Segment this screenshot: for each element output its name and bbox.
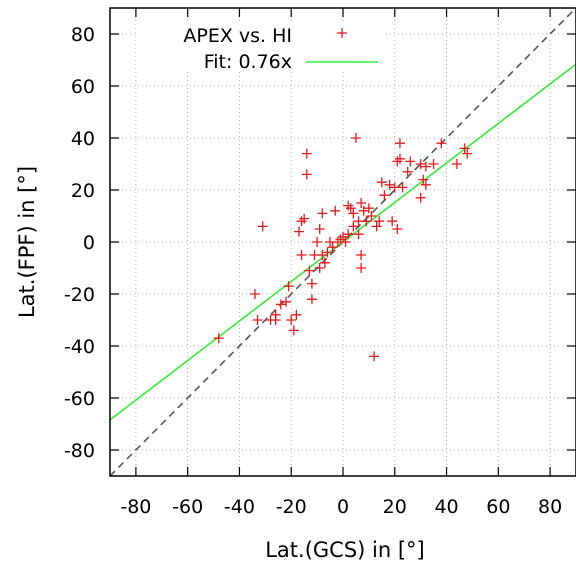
data-points [213,133,473,362]
data-point [213,333,224,344]
data-point [387,216,398,227]
data-point [317,208,328,219]
data-point [343,200,354,211]
data-point [356,198,367,208]
data-point [314,224,325,234]
y-tick-label: 20 [71,180,95,202]
data-point [462,148,473,159]
data-point [286,315,297,325]
data-point [420,179,431,190]
legend-marker-points [337,28,347,38]
data-point [392,156,403,167]
data-point [356,263,367,273]
legend-label-fit: Fit: 0.76x [204,51,292,73]
data-point [420,161,431,172]
data-point [361,216,372,227]
y-tick-label: 60 [71,76,95,98]
data-point [296,250,307,260]
y-tick-label: 0 [83,232,95,254]
data-point [392,224,403,234]
data-point [415,192,426,203]
y-tick-label: -60 [64,388,95,410]
data-point [366,211,377,221]
data-point [369,351,380,362]
legend-label-points: APEX vs. HI [183,25,292,47]
data-point [348,221,359,232]
data-point [405,156,416,167]
legend-plus-marker [337,28,347,38]
x-tick-label: -60 [172,496,203,518]
axis-ticks: -80 -60 -40 -20 0 20 40 60 80 -80 -60 -40 -20 0 20 40 60… [64,8,576,518]
data-point [415,159,426,169]
data-point [314,263,325,273]
data-point [353,229,364,240]
legend: APEX vs. HI Fit: 0.76x [136,22,386,73]
data-point [374,216,385,227]
data-point [306,278,317,289]
data-point [363,203,374,214]
x-tick-label: 20 [383,496,407,518]
data-point [338,231,348,242]
legend-background [136,22,386,72]
data-point [270,315,281,325]
x-tick-label: -80 [120,496,151,518]
data-point [299,213,310,224]
x-tick-label: -40 [224,496,255,518]
data-point [281,296,292,307]
data-point [296,216,307,227]
data-point [330,205,341,216]
data-point [252,315,263,325]
data-point [348,208,359,219]
y-tick-label: 40 [71,128,95,150]
data-point [275,299,286,310]
data-point [394,153,405,164]
data-point [312,237,323,247]
y-tick-label: 80 [71,24,95,46]
data-point [345,203,356,214]
data-point [317,250,328,260]
data-point [291,309,302,320]
data-point [436,138,447,149]
y-axis-label: Lat.(FPF) in [°] [15,166,39,318]
data-point [340,237,351,247]
data-point [335,234,346,245]
x-tick-label: 40 [434,496,458,518]
data-point [319,257,330,268]
data-point [379,190,390,201]
data-point [350,133,361,143]
data-point [306,294,317,305]
data-point [301,169,312,180]
data-point [257,221,268,232]
data-point [343,229,354,240]
y-tick-label: -20 [64,284,95,306]
x-tick-label: 0 [337,496,349,518]
y-tick-label: -40 [64,336,95,358]
x-axis-label: Lat.(GCS) in [°] [265,538,425,562]
data-point [356,250,367,260]
data-point [249,289,260,299]
data-point [301,148,312,159]
data-point [418,174,429,185]
x-tick-label: 60 [486,496,510,518]
data-point [397,182,408,193]
x-tick-label: 80 [538,496,562,518]
y-tick-label: -80 [64,440,95,462]
data-point [384,179,395,190]
data-point [428,159,439,169]
x-tick-label: -20 [276,496,307,518]
data-point [394,138,405,149]
data-point [402,166,413,177]
data-point [293,226,304,237]
data-point [304,265,315,276]
data-point [288,325,299,336]
data-point [451,159,462,169]
data-point [322,247,333,258]
data-point [327,242,338,253]
data-point [371,221,382,232]
data-point [376,177,387,188]
data-point [459,143,470,154]
data-point [283,281,294,292]
data-point [358,205,369,216]
